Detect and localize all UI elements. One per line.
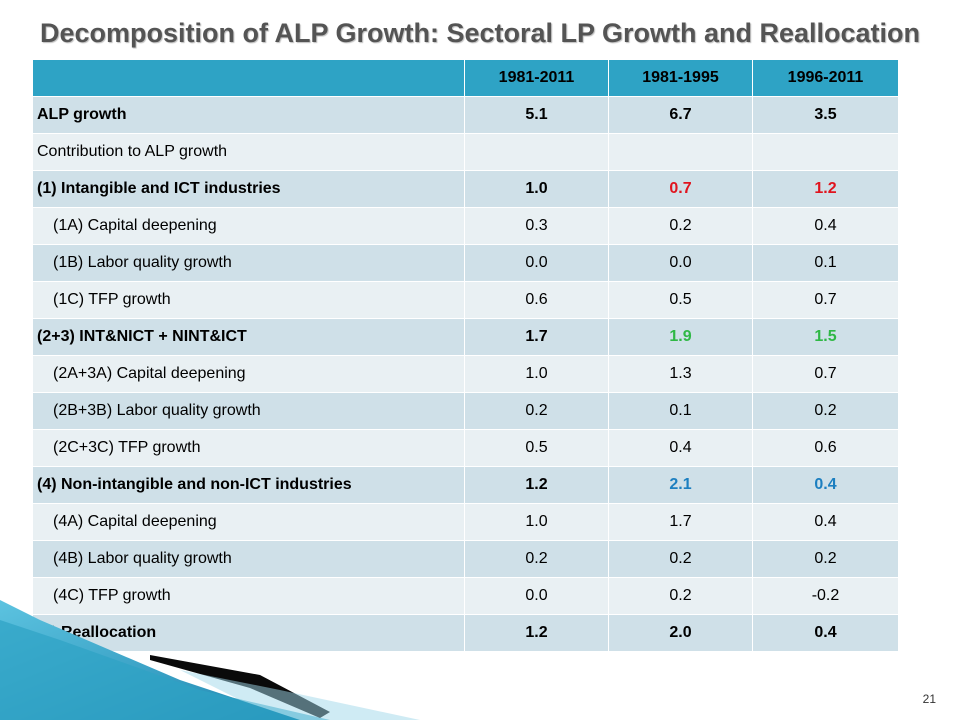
table-cell: 0.2: [464, 392, 609, 430]
header-cell: 1981-2011: [464, 59, 609, 97]
header-cell: 1981-1995: [608, 59, 753, 97]
table-cell: 0.4: [752, 466, 899, 504]
table-cell: 0.2: [752, 540, 899, 578]
table-cell: 1.2: [464, 466, 609, 504]
teal-wave-shape-secondary: [0, 620, 330, 720]
table-cell: 0.6: [752, 429, 899, 467]
table-cell: 0.5: [608, 281, 753, 319]
table-cell: 3.5: [752, 96, 899, 134]
table-cell: 0.2: [608, 577, 753, 615]
row-label: (1C) TFP growth: [32, 281, 465, 319]
table-cell: 6.7: [608, 96, 753, 134]
table-header-row: 1981-2011 1981-1995 1996-2011: [32, 59, 899, 97]
table-row: (4B) Labor quality growth 0.2 0.2 0.2: [32, 540, 899, 578]
table-cell: 1.7: [608, 503, 753, 541]
table-cell: 1.0: [464, 170, 609, 208]
table-cell: [464, 133, 609, 171]
table-cell: 1.2: [752, 170, 899, 208]
table-cell: 0.1: [752, 244, 899, 282]
table-row: Contribution to ALP growth: [32, 133, 899, 171]
row-label: (2B+3B) Labor quality growth: [32, 392, 465, 430]
table-cell: 1.5: [752, 318, 899, 356]
table-cell: 0.7: [752, 281, 899, 319]
table-cell: 5.1: [464, 96, 609, 134]
table-row: (2+3) INT&NICT + NINT&ICT 1.7 1.9 1.5: [32, 318, 899, 356]
table-cell: 0.0: [464, 244, 609, 282]
table-row: (1) Intangible and ICT industries 1.0 0.…: [32, 170, 899, 208]
table-cell: 0.2: [752, 392, 899, 430]
table-cell: -0.2: [752, 577, 899, 615]
row-label: (1) Intangible and ICT industries: [32, 170, 465, 208]
table-cell: 1.0: [464, 503, 609, 541]
header-cell-empty: [32, 59, 465, 97]
table-cell: 1.0: [464, 355, 609, 393]
table-cell: 0.6: [464, 281, 609, 319]
table-cell: 0.7: [608, 170, 753, 208]
table-cell: 0.0: [464, 577, 609, 615]
table-cell: 1.3: [608, 355, 753, 393]
table-row: (4) Non-intangible and non-ICT industrie…: [32, 466, 899, 504]
table-cell: 0.5: [464, 429, 609, 467]
slide-title: Decomposition of ALP Growth: Sectoral LP…: [39, 18, 921, 48]
row-label: (4A) Capital deepening: [32, 503, 465, 541]
light-wave-shape: [180, 670, 420, 720]
table-row: (1A) Capital deepening 0.3 0.2 0.4: [32, 207, 899, 245]
table-row: (2B+3B) Labor quality growth 0.2 0.1 0.2: [32, 392, 899, 430]
table-cell: 0.3: [464, 207, 609, 245]
row-label: (4) Non-intangible and non-ICT industrie…: [32, 466, 465, 504]
table-cell: 1.9: [608, 318, 753, 356]
table-cell: 0.1: [608, 392, 753, 430]
table-cell: 0.2: [464, 540, 609, 578]
row-label: (2C+3C) TFP growth: [32, 429, 465, 467]
row-label: (4C) TFP growth: [32, 577, 465, 615]
alp-decomposition-table: 1981-2011 1981-1995 1996-2011 ALP growth…: [32, 59, 899, 652]
row-label: Contribution to ALP growth: [32, 133, 465, 171]
table-row: (1C) TFP growth 0.6 0.5 0.7: [32, 281, 899, 319]
table-row: (4A) Capital deepening 1.0 1.7 0.4: [32, 503, 899, 541]
table-cell: [752, 133, 899, 171]
table-cell: 0.0: [608, 244, 753, 282]
table-row: ALP growth 5.1 6.7 3.5: [32, 96, 899, 134]
table-cell: 1.2: [464, 614, 609, 652]
table-row: (5) Reallocation 1.2 2.0 0.4: [32, 614, 899, 652]
row-label: (2A+3A) Capital deepening: [32, 355, 465, 393]
page-number: 21: [922, 692, 936, 706]
table-row: (4C) TFP growth 0.0 0.2 -0.2: [32, 577, 899, 615]
table-cell: 0.2: [608, 207, 753, 245]
table-row: (2A+3A) Capital deepening 1.0 1.3 0.7: [32, 355, 899, 393]
table-cell: 0.4: [752, 503, 899, 541]
row-label: (1A) Capital deepening: [32, 207, 465, 245]
row-label: ALP growth: [32, 96, 465, 134]
table-cell: 0.4: [608, 429, 753, 467]
header-cell: 1996-2011: [752, 59, 899, 97]
table-cell: 0.2: [608, 540, 753, 578]
table-cell: 1.7: [464, 318, 609, 356]
slide-decoration: [0, 600, 420, 720]
table-row: (2C+3C) TFP growth 0.5 0.4 0.6: [32, 429, 899, 467]
table-cell: 0.7: [752, 355, 899, 393]
table-cell: 2.0: [608, 614, 753, 652]
row-label: (4B) Labor quality growth: [32, 540, 465, 578]
table-cell: [608, 133, 753, 171]
table-cell: 0.4: [752, 207, 899, 245]
table-cell: 2.1: [608, 466, 753, 504]
table-row: (1B) Labor quality growth 0.0 0.0 0.1: [32, 244, 899, 282]
table-cell: 0.4: [752, 614, 899, 652]
row-label: (2+3) INT&NICT + NINT&ICT: [32, 318, 465, 356]
row-label: (5) Reallocation: [32, 614, 465, 652]
row-label: (1B) Labor quality growth: [32, 244, 465, 282]
